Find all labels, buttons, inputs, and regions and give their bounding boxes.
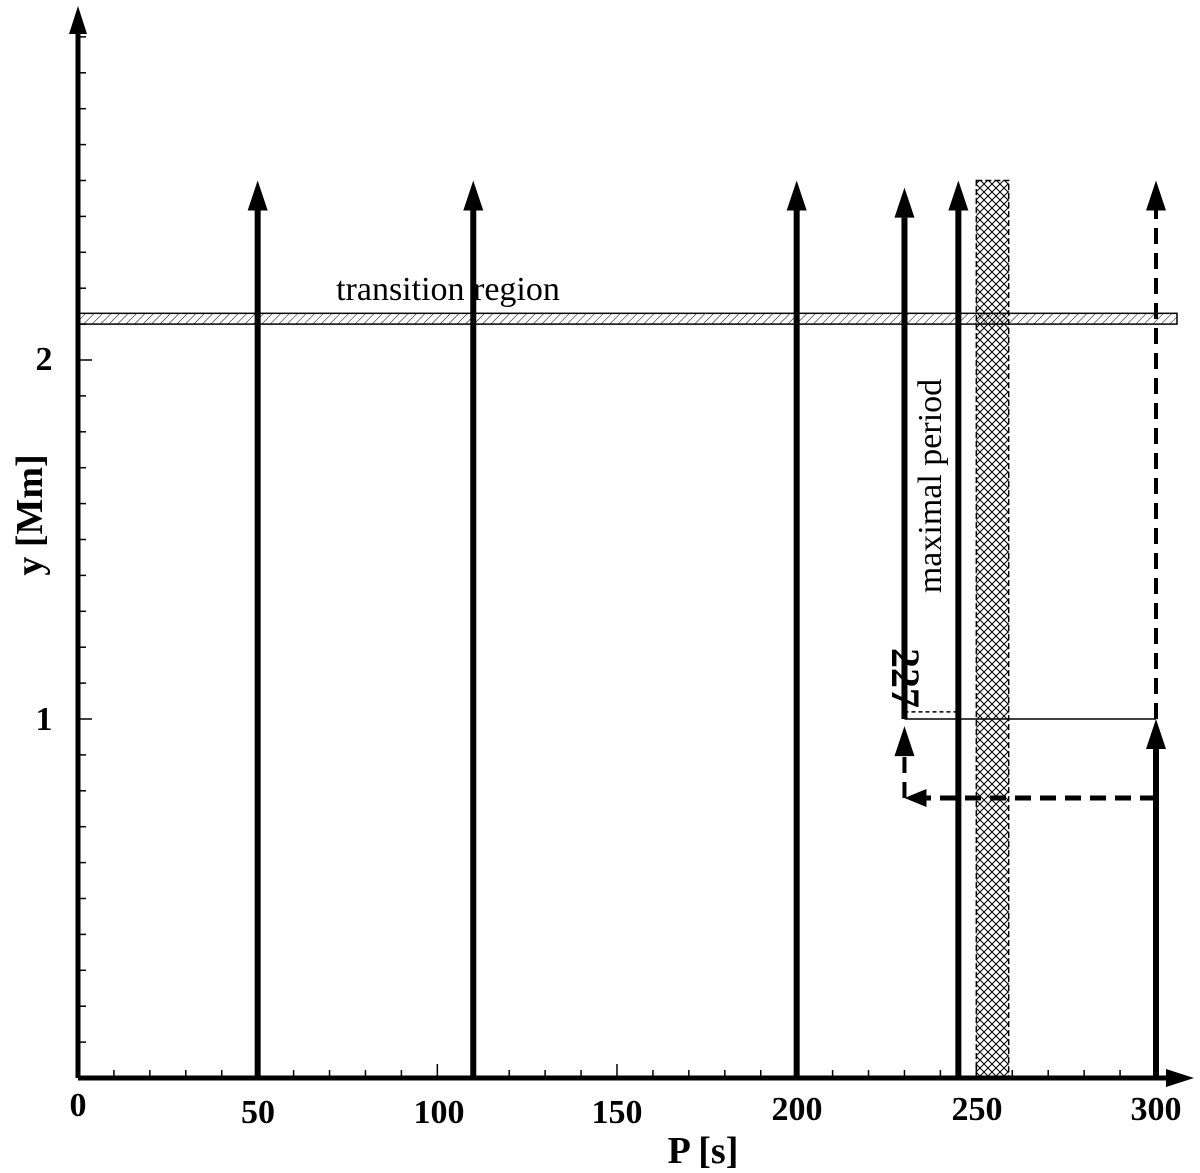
annotation-227: 227: [883, 648, 928, 708]
arrow-head-5: [1146, 719, 1166, 749]
arrow-head-3: [948, 180, 969, 211]
transition-region-band: [77, 312, 1178, 325]
y-tick-label-2: 2: [36, 341, 53, 378]
axes: [69, 6, 1194, 1087]
arrow-head-7: [904, 788, 927, 807]
arrow-head-1: [463, 180, 484, 211]
maximal-period-label: maximal period: [912, 379, 949, 593]
y-tick-label-1: 1: [36, 701, 53, 738]
connectors: [904, 711, 1156, 720]
x-axis-title: P [s]: [668, 1130, 739, 1172]
x-tick-label-50: 50: [241, 1094, 275, 1131]
x-tick-label-0: 0: [70, 1087, 87, 1124]
x-tick-labels: 0 50 100 150 200 250 300: [70, 1087, 1182, 1131]
x-tick-label-300: 300: [1131, 1091, 1182, 1128]
y-axis-title: y [Mm]: [9, 454, 51, 575]
maximal-period: maximal period: [912, 179, 1010, 1079]
x-tick-label-100: 100: [414, 1094, 465, 1131]
x-tick-label-250: 250: [952, 1091, 1003, 1128]
arrow-head-4: [894, 187, 915, 218]
x-tick-label-150: 150: [592, 1094, 643, 1131]
transition-region-label: transition region: [336, 271, 560, 308]
arrow-head-8: [894, 726, 915, 757]
arrow-head-2: [786, 180, 807, 211]
x-axis-arrowhead: [1166, 1069, 1194, 1087]
y-tick-labels: 1 2: [36, 341, 53, 738]
arrow-head-6: [1146, 180, 1166, 211]
arrows: [247, 180, 1166, 1078]
x-tick-label-200: 200: [772, 1091, 823, 1128]
transition-region: transition region: [77, 271, 1178, 325]
y-axis-arrowhead: [69, 6, 87, 34]
maximal-period-band: [975, 179, 1010, 1079]
arrow-head-0: [247, 180, 268, 211]
